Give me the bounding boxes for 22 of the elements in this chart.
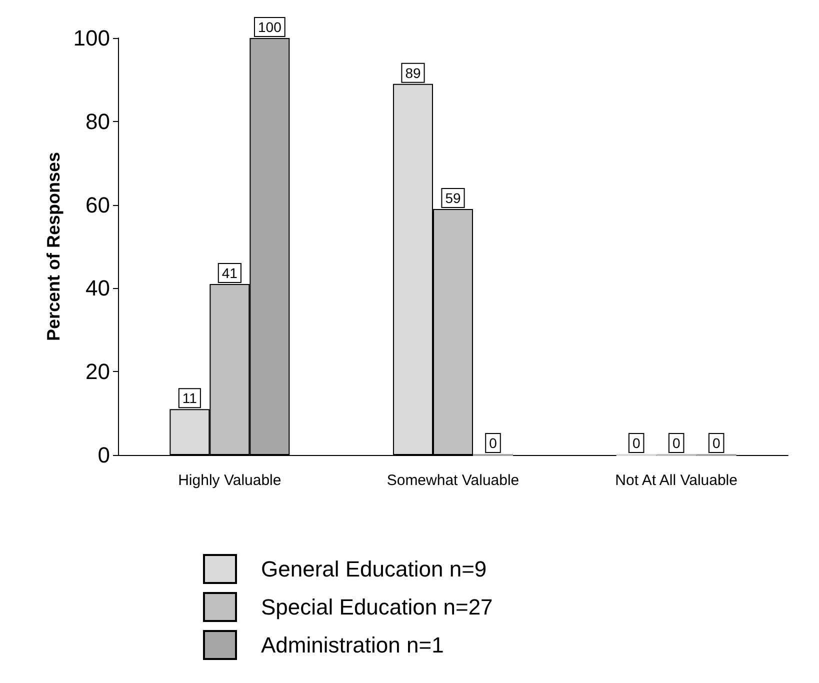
y-tick-label: 60: [86, 192, 110, 218]
y-tick-label: 20: [86, 359, 110, 384]
legend-label: General Education n=9: [261, 556, 487, 582]
legend-label: Administration n=1: [261, 632, 444, 658]
y-tick-label: 0: [98, 442, 110, 468]
y-tick-label: 100: [73, 26, 110, 50]
data-label: 89: [405, 64, 421, 81]
data-label: 11: [182, 390, 198, 406]
data-label: 0: [672, 435, 680, 451]
data-label: 100: [258, 19, 282, 35]
y-tick-label: 40: [86, 276, 110, 301]
data-label: 0: [489, 435, 498, 451]
x-tick-label: Somewhat Valuable: [386, 472, 520, 489]
x-tick-label: Highly Valuable: [178, 472, 282, 489]
legend-label: Special Education n=27: [261, 594, 493, 620]
y-tick-label: 80: [86, 108, 110, 134]
data-label: 0: [632, 435, 640, 451]
data-label: 0: [712, 435, 720, 451]
x-tick-label: Not At All Valuable: [615, 472, 738, 489]
data-label: 59: [445, 190, 461, 206]
data-label: 41: [222, 265, 238, 282]
y-axis-title: Percent of Responses: [43, 152, 64, 342]
